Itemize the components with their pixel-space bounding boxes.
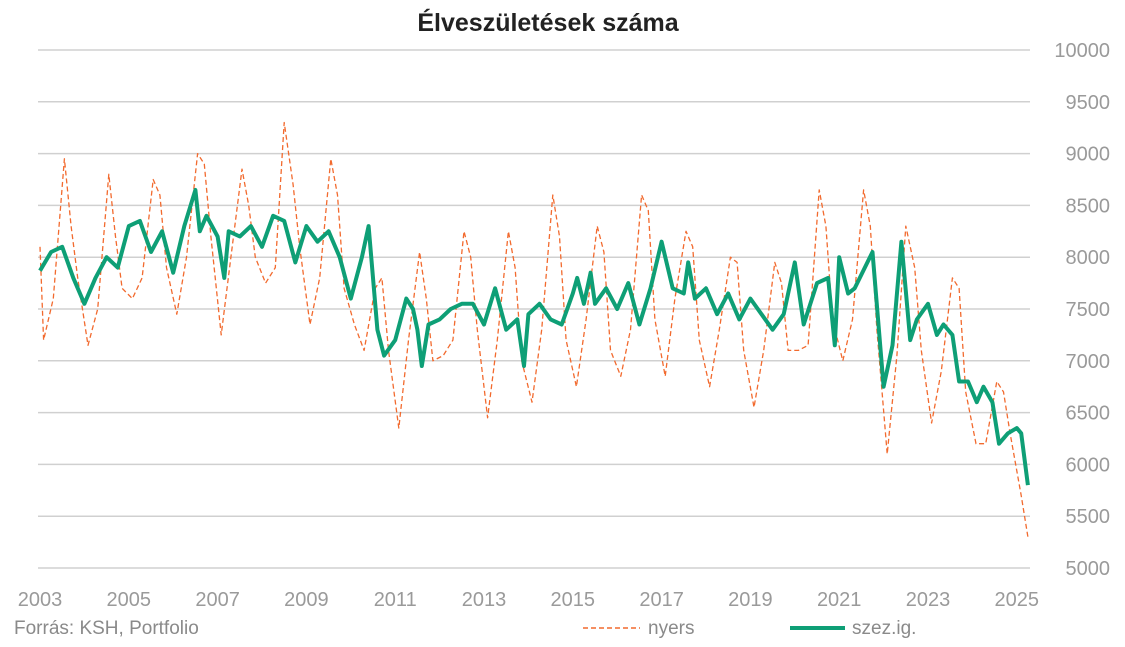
y-tick-label: 5500 [1066, 506, 1111, 528]
x-tick-label: 2003 [18, 589, 63, 611]
source-note: Forrás: KSH, Portfolio [14, 618, 199, 639]
series-line-raw [39, 121, 1029, 538]
x-tick-label: 2021 [817, 589, 862, 611]
legend-sa-label: szez.ig. [852, 618, 916, 639]
y-tick-label: 10000 [1054, 40, 1110, 62]
x-tick-label: 2019 [728, 589, 773, 611]
x-tick-label: 2017 [639, 589, 684, 611]
y-tick-label: 9000 [1066, 144, 1111, 166]
series-line-seasonally-adjusted [38, 187, 1030, 486]
series-lines [38, 121, 1030, 538]
y-tick-label: 7000 [1066, 351, 1111, 373]
y-tick-label: 7500 [1066, 299, 1111, 321]
y-tick-label: 8500 [1066, 195, 1111, 217]
x-tick-label: 2007 [195, 589, 240, 611]
y-tick-label: 8000 [1066, 247, 1111, 269]
legend: nyers szez.ig. [583, 618, 916, 639]
x-tick-label: 2013 [462, 589, 507, 611]
legend-raw-label: nyers [648, 618, 694, 639]
y-tick-label: 5000 [1066, 558, 1111, 580]
x-tick-label: 2005 [107, 589, 152, 611]
y-tick-label: 6500 [1066, 403, 1111, 425]
x-tick-label: 2015 [551, 589, 596, 611]
chart-title: Élveszületések száma [417, 8, 679, 37]
y-axis-ticks: 10000 9500 9000 8500 8000 7500 7000 6500 6000 550… [1054, 40, 1110, 580]
y-tick-label: 6000 [1066, 454, 1111, 476]
x-tick-label: 2025 [995, 589, 1040, 611]
x-tick-label: 2011 [374, 589, 417, 611]
x-tick-label: 2023 [906, 589, 951, 611]
x-tick-label: 2009 [284, 589, 329, 611]
x-axis-ticks: 2003 2005 2007 2009 2011 2013 2015 2017 2019 2021… [18, 589, 1039, 611]
y-tick-label: 9500 [1066, 92, 1111, 114]
